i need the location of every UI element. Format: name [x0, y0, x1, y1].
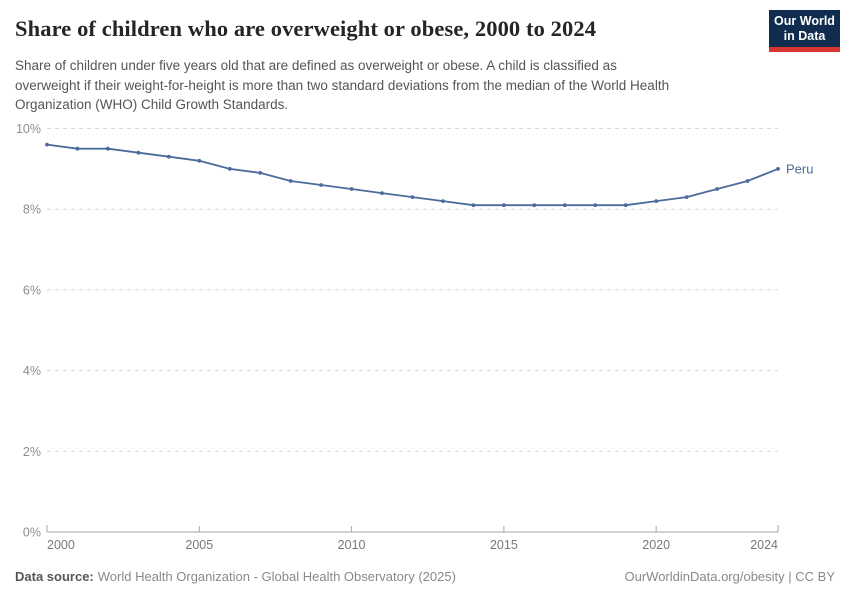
x-axis-tick-label: 2015 [490, 538, 518, 552]
data-point [502, 203, 506, 208]
data-point [166, 154, 171, 159]
page-title: Share of children who are overweight or … [15, 16, 597, 41]
y-axis-tick-label: 6% [23, 283, 41, 297]
data-point [441, 199, 445, 204]
subtitle-line: Organization (WHO) Child Growth Standard… [15, 97, 289, 112]
x-axis-tick-label: 2020 [642, 538, 670, 552]
subtitle-line: overweight if their weight-for-height is… [15, 77, 670, 93]
series-entity-label: Peru [786, 161, 813, 176]
owid-logo-text-line1: Our World [774, 14, 835, 28]
data-point [593, 203, 598, 208]
chart-header: Share of children who are overweight or … [15, 16, 755, 115]
x-axis-tick-label: 2000 [47, 538, 75, 552]
data-point [380, 191, 384, 196]
y-axis-tick-label: 0% [23, 526, 41, 540]
y-axis-tick-label: 8% [23, 203, 41, 217]
data-point [471, 203, 476, 208]
data-point [319, 183, 323, 187]
x-axis-tick-label: 2010 [338, 538, 366, 552]
data-point [45, 142, 49, 147]
owid-logo[interactable]: Our World in Data [769, 10, 840, 52]
chart-subtitle: Share of children under five years old t… [15, 56, 755, 115]
data-point [562, 203, 567, 208]
chart-footer: Data source: World Health Organization - … [15, 569, 835, 584]
data-point [532, 203, 537, 208]
y-axis-tick-label: 4% [23, 364, 41, 378]
data-source-label: Data source: [15, 569, 94, 584]
data-point [288, 179, 293, 183]
data-point [75, 146, 80, 151]
data-point [684, 195, 689, 200]
y-axis-tick-label: 10% [16, 122, 41, 136]
data-source-note: Data source: World Health Organization - … [15, 569, 456, 584]
data-point [745, 179, 750, 183]
data-point [106, 146, 110, 151]
data-point [349, 187, 354, 191]
data-point [227, 167, 232, 171]
subtitle-line: Share of children under five years old t… [15, 58, 617, 73]
data-point [623, 203, 628, 208]
data-point [776, 167, 780, 171]
data-point [258, 171, 263, 175]
x-axis-tick-label: 2005 [185, 538, 213, 552]
owid-logo-text-line2: in Data [783, 29, 826, 43]
x-axis-tick-label: 2024 [750, 538, 778, 552]
data-point [715, 187, 719, 191]
data-source-text: World Health Organization - Global Healt… [97, 569, 456, 584]
owid-license-link[interactable]: OurWorldinData.org/obesity | CC BY [624, 569, 836, 584]
data-point [136, 150, 141, 155]
data-point [410, 195, 415, 200]
data-point [197, 158, 202, 163]
y-axis-tick-label: 2% [23, 445, 41, 459]
data-point [654, 199, 659, 204]
